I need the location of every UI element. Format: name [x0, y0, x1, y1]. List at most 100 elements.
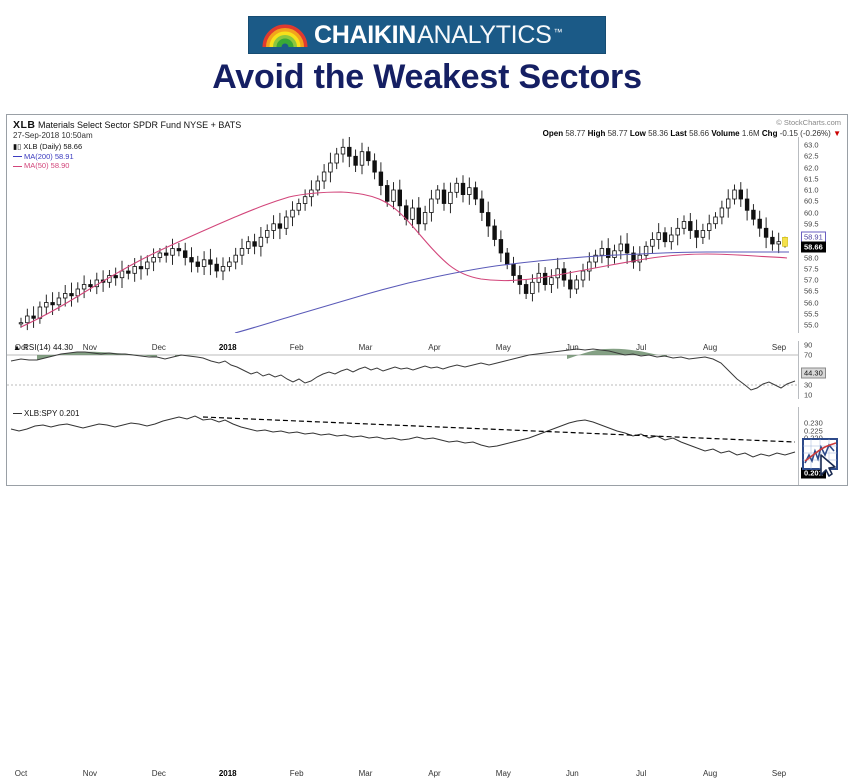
candlestick-series	[18, 137, 788, 331]
xaxis-tick-label: Mar	[358, 769, 373, 778]
xaxis-tick-label: Jul	[636, 769, 647, 778]
xaxis-tick-label: Oct	[14, 769, 28, 778]
xaxis-tick-label: Oct	[14, 343, 28, 352]
candlestick-icon: ▮▯	[13, 142, 22, 151]
price-axis-tick: 59.5	[804, 219, 819, 229]
rsi-axis-tick: 70	[804, 350, 813, 360]
relative-axis-tick: 0.230	[804, 418, 823, 428]
high-label: High	[587, 129, 606, 138]
price-axis-tick: 62.5	[804, 151, 819, 161]
price-axis-tick: 55.0	[804, 320, 819, 330]
low-label: Low	[629, 129, 646, 138]
line-swatch-icon	[13, 156, 22, 158]
price-axis-tick: 55.5	[804, 309, 819, 319]
relative-xaxis: Oct Nov Dec 2018 Feb Mar Apr May Jun Jul Aug Sep	[7, 769, 799, 783]
rsi-label: ▲ RSI(14) 44.30	[13, 343, 73, 352]
rsi-series-svg	[7, 348, 799, 391]
price-axis-tick: 62.0	[804, 163, 819, 172]
stockcharts-watermark: © StockCharts.com	[776, 118, 841, 127]
rsi-axis-tick: 90	[804, 340, 813, 350]
last-label: Last	[670, 129, 687, 138]
relative-line	[10, 415, 796, 458]
price-axis-tick: 56.0	[804, 298, 819, 307]
volume-value: 1.6M	[741, 129, 760, 138]
volume-label: Volume	[711, 129, 740, 138]
xaxis-tick-label: Nov	[82, 769, 98, 778]
page-title: Avoid the Weakest Sectors	[212, 58, 642, 96]
xaxis-tick-label: Apr	[428, 769, 441, 778]
open-value: 58.77	[565, 129, 586, 138]
xaxis-tick-label: 2018	[218, 343, 237, 352]
change-arrow-icon: ▼	[833, 129, 841, 138]
relative-trendline	[202, 416, 796, 443]
rainbow-arc-icon	[262, 24, 308, 48]
high-value: 58.77	[607, 129, 628, 138]
relative-strength-panel: XLB:SPY 0.201 0.2300.2250.2200.2150.2100…	[7, 407, 849, 778]
xaxis-tick-label: Feb	[289, 769, 304, 778]
relative-series-svg	[10, 415, 796, 458]
xaxis-tick-label: Feb	[289, 343, 304, 352]
stockcharts-chart: XLB Materials Select Sector SPDR Fund NY…	[6, 114, 849, 778]
xaxis-tick-label: Sep	[771, 343, 787, 352]
quote-summary: Open 58.77 High 58.77 Low 58.36 Last 58.…	[543, 129, 841, 138]
relative-strength-label: XLB:SPY 0.201	[13, 409, 79, 418]
open-label: Open	[542, 129, 564, 138]
chart-symbol-line: XLB Materials Select Sector SPDR Fund NY…	[13, 119, 241, 131]
chart-datestamp: 27-Sep-2018 10:50am	[13, 131, 93, 140]
chaikin-analytics-logo: CHAIKIN ANALYTICS ™	[248, 16, 606, 54]
chart-legend: ▮▯ XLB (Daily) 58.66 MA(200) 58.91 MA(50…	[13, 142, 82, 171]
rsi-panel: ▲ RSI(14) 44.30 90 70 30 10 44.30	[7, 340, 849, 400]
price-axis-tick: 63.0	[804, 140, 819, 150]
line-swatch-icon	[13, 165, 22, 167]
price-axis-tick: 61.5	[804, 174, 819, 184]
rsi-line	[10, 348, 796, 391]
xaxis-tick-label: May	[495, 769, 511, 778]
xaxis-tick-label: Sep	[771, 769, 787, 778]
rsi-icon: ▲	[13, 343, 21, 352]
xaxis-tick-label: Dec	[151, 343, 166, 352]
price-axis-tick: 60.5	[804, 196, 819, 206]
logo-brand-light: ANALYTICS	[417, 20, 552, 49]
xaxis-tick-label: Dec	[151, 769, 166, 778]
ma50-line	[20, 191, 788, 328]
change-label: Chg	[761, 129, 778, 138]
price-series-svg	[18, 137, 789, 333]
price-axis-tick: 58.0	[804, 253, 819, 262]
logo-trademark: ™	[553, 26, 563, 37]
price-xaxis: Oct Nov Dec 2018 Feb Mar Apr May Jun Jul Aug Sep	[7, 343, 799, 357]
price-panel: 63.062.562.061.561.060.560.059.559.058.5…	[7, 137, 849, 352]
rsi-plot-area	[7, 341, 799, 399]
price-axis-tick: 56.5	[804, 286, 819, 296]
xaxis-tick-label: Jul	[636, 343, 647, 352]
xaxis-tick-label: 2018	[218, 769, 237, 778]
rsi-value-badge: 44.30	[801, 367, 826, 379]
symbol-description: Materials Select Sector SPDR Fund	[38, 120, 182, 130]
low-value: 58.36	[648, 129, 669, 138]
last-price-badge: 58.66	[801, 241, 826, 253]
xaxis-tick-label: Mar	[358, 343, 373, 352]
logo-brand-bold: CHAIKIN	[314, 20, 417, 49]
line-swatch-icon	[13, 413, 22, 415]
rsi-axis: 90 70 30 10 44.30	[798, 340, 849, 400]
xaxis-tick-label: Nov	[82, 343, 98, 352]
xaxis-tick-label: May	[495, 343, 511, 352]
symbol-ticker: XLB	[13, 119, 36, 131]
price-axis: 63.062.562.061.561.060.560.059.559.058.5…	[798, 137, 849, 333]
change-value: -0.15 (-0.26%)	[779, 129, 831, 138]
rsi-axis-tick: 10	[804, 390, 813, 400]
xaxis-tick-label: Aug	[702, 769, 718, 778]
price-plot-area	[7, 137, 799, 333]
price-axis-tick: 57.0	[804, 275, 819, 285]
legend-ma50: MA(50) 58.90	[13, 161, 82, 171]
legend-price: ▮▯ XLB (Daily) 58.66	[13, 142, 83, 151]
relative-axis-tick: 0.225	[804, 426, 823, 436]
rsi-axis-tick: 30	[804, 380, 813, 390]
symbol-exchange: NYSE + BATS	[183, 120, 242, 130]
chart-cursor-icon[interactable]	[801, 437, 843, 477]
xaxis-tick-label: Aug	[702, 343, 718, 352]
price-axis-tick: 57.5	[804, 264, 819, 274]
rsi-shade-region	[37, 348, 667, 360]
ma200-line	[234, 251, 789, 333]
price-axis-tick: 60.0	[804, 208, 819, 217]
last-value: 58.66	[689, 129, 710, 138]
